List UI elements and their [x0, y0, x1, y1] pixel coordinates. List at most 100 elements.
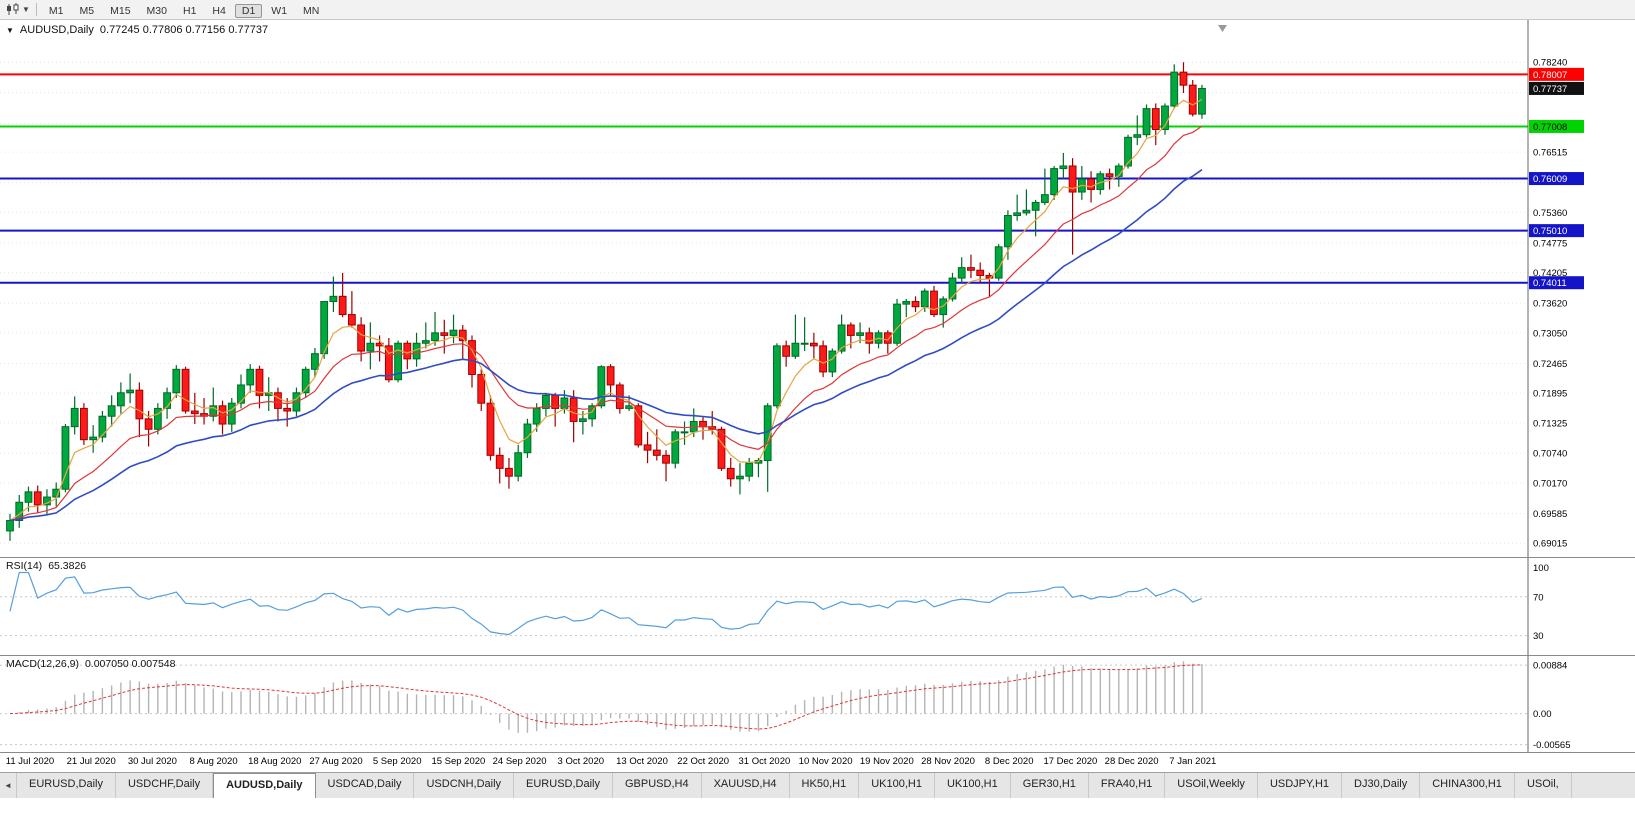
chart-tab-uk100-h1[interactable]: UK100,H1	[859, 773, 935, 798]
date-axis[interactable]: 11 Jul 2020 21 Jul 2020 30 Jul 2020 8 Aug 2…	[0, 752, 1635, 772]
svg-text:0.78007: 0.78007	[1533, 70, 1567, 81]
moving-averages-layer	[9, 98, 1203, 522]
date-tick-label: 22 Oct 2020	[677, 756, 730, 767]
price-chart[interactable]: 0.78240 0.76515 0.75360 0.74775 0.74205 0.736…	[0, 20, 1635, 557]
svg-text:0.70170: 0.70170	[1533, 478, 1567, 489]
svg-text:-0.00565: -0.00565	[1533, 740, 1571, 751]
chart-tab-dj30-daily[interactable]: DJ30,Daily	[1342, 773, 1421, 798]
price-axis: 0.78240 0.76515 0.75360 0.74775 0.74205 0.736…	[1527, 20, 1584, 557]
date-tick-label: 17 Dec 2020	[1043, 756, 1098, 767]
ma-slow-line	[9, 169, 1203, 522]
svg-text:0.76009: 0.76009	[1533, 174, 1567, 185]
svg-text:0.77737: 0.77737	[1533, 84, 1567, 95]
macd-values: 0.007050 0.007548	[84, 658, 176, 670]
svg-text:0.74205: 0.74205	[1533, 268, 1567, 279]
svg-text:0.00884: 0.00884	[1533, 661, 1567, 672]
chart-tab-audusd-daily[interactable]: AUDUSD,Daily	[213, 773, 316, 798]
svg-text:0.69585: 0.69585	[1533, 509, 1567, 520]
chart-symbol-label: AUDUSD,Daily	[19, 24, 94, 36]
svg-text:0.73620: 0.73620	[1533, 299, 1567, 310]
svg-text:0.76515: 0.76515	[1533, 148, 1567, 159]
chart-tab-fra40-h1[interactable]: FRA40,H1	[1089, 773, 1166, 798]
date-tick-label: 18 Aug 2020	[248, 756, 302, 767]
date-tick-label: 10 Nov 2020	[798, 756, 853, 767]
timeframe-button-M15[interactable]: M15	[110, 4, 131, 17]
macd-label: MACD(12,26,9) 0.007050 0.007548	[6, 658, 175, 670]
timeframe-button-D1[interactable]: D1	[234, 3, 263, 18]
date-tick-label: 11 Jul 2020	[5, 756, 55, 767]
chart-tab-usdjpy-h1[interactable]: USDJPY,H1	[1258, 773, 1343, 798]
timeframe-button-M1[interactable]: M1	[48, 4, 64, 17]
rsi-label: RSI(14) 65.3826	[6, 560, 86, 572]
timeframe-button-M30[interactable]: M30	[146, 4, 167, 17]
date-tick-label: 27 Aug 2020	[309, 756, 363, 767]
chart-tab-eurusd-daily[interactable]: EURUSD,Daily	[514, 773, 613, 798]
svg-text:100: 100	[1533, 563, 1549, 574]
price-chart-panel: 0.78240 0.76515 0.75360 0.74775 0.74205 0.736…	[0, 20, 1635, 557]
svg-text:0.00: 0.00	[1533, 709, 1552, 720]
date-tick-label: 24 Sep 2020	[492, 756, 547, 767]
svg-text:30: 30	[1533, 631, 1544, 642]
chart-tab-china300-h1[interactable]: CHINA300,H1	[1420, 773, 1515, 798]
chart-tab-hk50-h1[interactable]: HK50,H1	[790, 773, 860, 798]
timeframe-button-H4[interactable]: H4	[212, 4, 226, 17]
chart-tab-xauusd-h4[interactable]: XAUUSD,H4	[702, 773, 790, 798]
timeframe-button-H1[interactable]: H1	[182, 4, 197, 17]
timeframe-buttons: M1 M5 M15 M30 H1 H4 D1 W1 MN	[41, 1, 327, 19]
timeframe-toolbar: ▼ M1 M5 M15 M30 H1 H4 D1 W1 MN	[0, 0, 1635, 20]
symbol-menu-icon[interactable]: ▼	[6, 25, 14, 35]
chart-tabs-bar: ◄ EURUSD,Daily USDCHF,Daily AUDUSD,Daily USD…	[0, 772, 1635, 798]
chart-tab-usdcnh-daily[interactable]: USDCNH,Daily	[414, 773, 515, 798]
chart-tab-usdcad-daily[interactable]: USDCAD,Daily	[316, 773, 415, 798]
price-grid	[0, 61, 1528, 544]
chart-tab-usdchf-daily[interactable]: USDCHF,Daily	[116, 773, 214, 798]
svg-text:0.77008: 0.77008	[1533, 122, 1567, 133]
chart-tab-gbpusd-h4[interactable]: GBPUSD,H4	[613, 773, 702, 798]
macd-signal-line	[9, 664, 1202, 730]
svg-text:0.72465: 0.72465	[1533, 359, 1567, 370]
window-bottom-area	[0, 798, 1635, 837]
svg-text:0.73050: 0.73050	[1533, 328, 1567, 339]
date-tick-label: 3 Oct 2020	[557, 756, 605, 767]
chart-tab-ger30-h1[interactable]: GER30,H1	[1011, 773, 1089, 798]
svg-text:0.75360: 0.75360	[1533, 208, 1567, 219]
macd-chart[interactable]: 0.00884 0.00 -0.00565	[0, 656, 1635, 752]
svg-text:0.78240: 0.78240	[1533, 58, 1567, 69]
svg-text:0.71325: 0.71325	[1533, 418, 1567, 429]
rsi-chart[interactable]: 100 70 30	[0, 558, 1635, 655]
chart-shift-marker[interactable]	[1218, 25, 1227, 32]
candlestick-chart-icon[interactable]	[6, 3, 20, 16]
macd-histogram	[18, 661, 1203, 733]
date-tick-label: 13 Oct 2020	[616, 756, 668, 767]
macd-panel: 0.00884 0.00 -0.00565 MACD(12,26,9) 0.0070…	[0, 655, 1635, 752]
svg-text:0.71895: 0.71895	[1533, 389, 1567, 400]
chart-title: ▼ AUDUSD,Daily 0.77245 0.77806 0.77156 0…	[6, 24, 268, 36]
date-tick-label: 21 Jul 2020	[66, 756, 116, 767]
date-tick-label: 28 Nov 2020	[921, 756, 975, 767]
timeframe-button-M5[interactable]: M5	[79, 4, 95, 17]
chart-tab-usoil-[interactable]: USOil,	[1515, 773, 1572, 798]
svg-text:0.75010: 0.75010	[1533, 226, 1567, 237]
chevron-down-icon[interactable]: ▼	[22, 5, 30, 14]
svg-text:0.69015: 0.69015	[1533, 539, 1567, 550]
svg-text:70: 70	[1533, 592, 1544, 603]
date-tick-label: 31 Oct 2020	[738, 756, 791, 767]
ma-fast-line	[9, 98, 1203, 522]
date-tick-label: 30 Jul 2020	[127, 756, 177, 767]
chart-tab-eurusd-daily[interactable]: EURUSD,Daily	[17, 773, 116, 798]
tab-scroll-left-icon[interactable]: ◄	[0, 773, 17, 798]
candles-layer	[6, 62, 1206, 541]
timeframe-button-MN[interactable]: MN	[303, 4, 320, 17]
chart-tab-uk100-h1[interactable]: UK100,H1	[935, 773, 1011, 798]
date-tick-label: 8 Aug 2020	[189, 756, 238, 767]
date-tick-label: 8 Dec 2020	[984, 756, 1034, 767]
rsi-line	[9, 571, 1203, 636]
ma-mid-line	[9, 125, 1203, 522]
rsi-name: RSI(14)	[6, 560, 43, 572]
chart-tab-usoil-weekly[interactable]: USOil,Weekly	[1165, 773, 1258, 798]
macd-name: MACD(12,26,9)	[6, 658, 79, 670]
toolbar-separator	[35, 3, 37, 16]
timeframe-button-W1[interactable]: W1	[271, 4, 288, 17]
rsi-panel: 100 70 30 RSI(14) 65.3826	[0, 557, 1635, 655]
